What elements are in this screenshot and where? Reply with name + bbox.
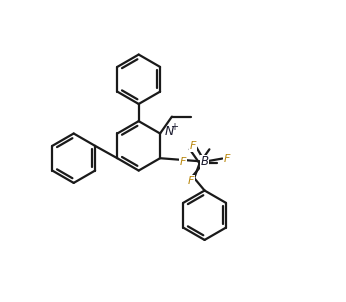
- Text: F: F: [190, 141, 196, 151]
- Text: F: F: [188, 176, 194, 186]
- Text: B: B: [201, 155, 209, 168]
- Text: F: F: [223, 153, 230, 164]
- Text: +: +: [170, 122, 178, 132]
- Text: F: F: [180, 157, 186, 167]
- Text: N: N: [165, 125, 174, 138]
